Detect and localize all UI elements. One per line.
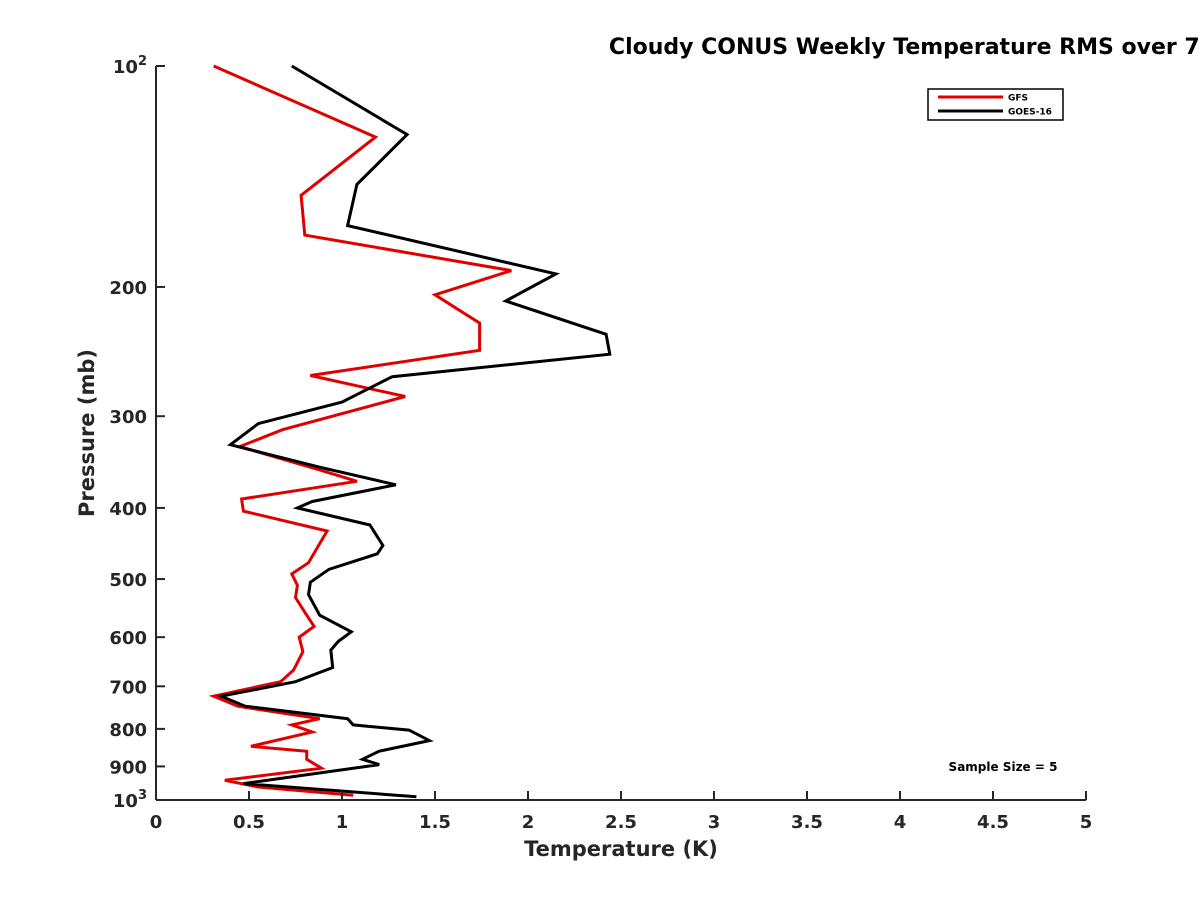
sample-size-annotation: Sample Size = 5 bbox=[949, 760, 1058, 774]
y-tick-label: 600 bbox=[109, 628, 147, 649]
y-tick-label: 103 bbox=[113, 788, 147, 812]
x-tick-label: 4 bbox=[894, 812, 907, 833]
legend: GFS GOES-16 bbox=[927, 88, 1064, 121]
y-tick-label: 300 bbox=[109, 407, 147, 428]
legend-box bbox=[927, 88, 1064, 121]
y-tick-label: 400 bbox=[109, 499, 147, 520]
y-axis-label: Pressure (mb) bbox=[75, 349, 99, 517]
series-line-gfs bbox=[208, 64, 512, 797]
x-tick-label: 3.5 bbox=[791, 812, 823, 833]
x-tick-label: 5 bbox=[1080, 812, 1093, 833]
x-axis-label: Temperature (K) bbox=[524, 837, 718, 861]
x-tick-label: 2 bbox=[522, 812, 535, 833]
x-tick-label: 4.5 bbox=[977, 812, 1009, 833]
series-line-goes-16 bbox=[215, 64, 612, 799]
y-tick-label: 500 bbox=[109, 570, 147, 591]
axes-layer: 0 0.5 1 1.5 2 2.5 3 3.5 4 4.5 5 102 200 300 400 500 600 7… bbox=[109, 54, 1092, 833]
y-tick-label: 102 bbox=[113, 54, 147, 78]
series-layer bbox=[208, 64, 612, 799]
x-tick-label: 1 bbox=[336, 812, 349, 833]
x-tick-label: 0 bbox=[150, 812, 163, 833]
x-tick-label: 2.5 bbox=[605, 812, 637, 833]
y-tick-label: 200 bbox=[109, 278, 147, 299]
x-tick-label: 3 bbox=[708, 812, 721, 833]
x-tick-label: 1.5 bbox=[419, 812, 451, 833]
chart-title: Cloudy CONUS Weekly Temperature RMS over… bbox=[609, 35, 1200, 60]
y-tick-label: 700 bbox=[109, 677, 147, 698]
y-tick-label: 800 bbox=[109, 720, 147, 741]
y-tick-label: 900 bbox=[109, 757, 147, 778]
x-tick-label: 0.5 bbox=[233, 812, 265, 833]
legend-label-gfs: GFS bbox=[1008, 94, 1028, 104]
legend-label-goes-16: GOES-16 bbox=[1008, 108, 1052, 118]
